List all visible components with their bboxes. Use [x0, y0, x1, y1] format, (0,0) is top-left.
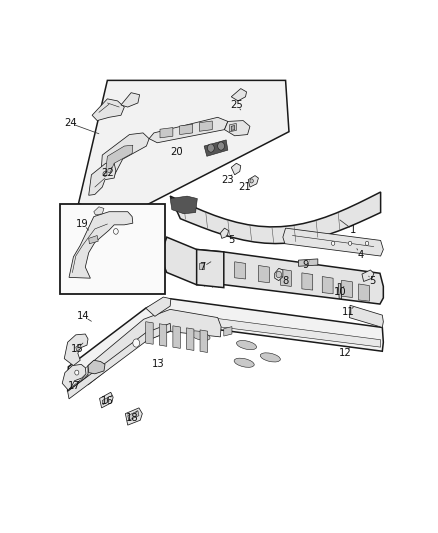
Polygon shape — [78, 80, 289, 220]
Polygon shape — [224, 327, 232, 336]
Ellipse shape — [190, 331, 210, 341]
Polygon shape — [88, 360, 105, 374]
Polygon shape — [230, 124, 237, 132]
Text: 15: 15 — [71, 344, 83, 354]
Polygon shape — [322, 277, 333, 294]
Polygon shape — [235, 262, 246, 279]
Text: 5: 5 — [369, 277, 375, 286]
Text: 17: 17 — [68, 381, 81, 391]
Circle shape — [113, 229, 118, 235]
Polygon shape — [62, 365, 86, 390]
Polygon shape — [350, 305, 383, 327]
Polygon shape — [197, 249, 224, 288]
Polygon shape — [146, 322, 153, 344]
Polygon shape — [88, 309, 221, 385]
Ellipse shape — [234, 358, 254, 367]
Text: 9: 9 — [303, 260, 309, 270]
Polygon shape — [94, 207, 104, 215]
Polygon shape — [106, 145, 133, 173]
Circle shape — [365, 241, 369, 245]
Polygon shape — [101, 133, 149, 180]
Circle shape — [208, 144, 214, 152]
Polygon shape — [338, 284, 342, 298]
Circle shape — [250, 179, 253, 183]
Polygon shape — [149, 117, 228, 143]
Text: 5: 5 — [228, 236, 234, 245]
Text: 20: 20 — [171, 147, 183, 157]
Ellipse shape — [260, 353, 280, 362]
Text: 12: 12 — [339, 348, 351, 358]
Polygon shape — [231, 126, 235, 131]
Text: 18: 18 — [126, 413, 138, 423]
Polygon shape — [64, 334, 88, 366]
Circle shape — [103, 172, 107, 176]
Text: 23: 23 — [222, 175, 234, 185]
FancyBboxPatch shape — [60, 204, 165, 294]
Text: 16: 16 — [101, 397, 114, 406]
Polygon shape — [200, 330, 208, 352]
Text: 24: 24 — [64, 118, 77, 128]
Polygon shape — [160, 237, 383, 304]
Text: 14: 14 — [77, 311, 90, 321]
Polygon shape — [275, 268, 283, 281]
Text: 19: 19 — [76, 219, 89, 229]
Text: 21: 21 — [238, 182, 251, 192]
Polygon shape — [170, 192, 381, 244]
Polygon shape — [204, 140, 228, 156]
Text: 25: 25 — [230, 100, 243, 110]
Polygon shape — [88, 163, 116, 195]
Polygon shape — [280, 269, 291, 286]
Text: 11: 11 — [342, 307, 355, 317]
Text: 22: 22 — [101, 168, 114, 177]
Polygon shape — [231, 88, 247, 101]
Circle shape — [332, 241, 335, 245]
Polygon shape — [99, 392, 113, 408]
Polygon shape — [359, 284, 369, 301]
Polygon shape — [302, 273, 313, 290]
Circle shape — [348, 241, 352, 245]
Polygon shape — [258, 265, 269, 282]
Polygon shape — [224, 120, 250, 136]
Polygon shape — [67, 324, 171, 399]
Polygon shape — [180, 124, 193, 134]
Polygon shape — [170, 196, 197, 214]
Polygon shape — [102, 397, 109, 405]
Polygon shape — [121, 93, 140, 107]
Polygon shape — [69, 312, 381, 389]
Circle shape — [218, 142, 225, 150]
Polygon shape — [362, 270, 374, 281]
Text: 13: 13 — [152, 359, 165, 368]
Circle shape — [133, 339, 140, 347]
Circle shape — [276, 271, 282, 278]
Polygon shape — [199, 263, 204, 269]
Text: 1: 1 — [350, 225, 357, 235]
Polygon shape — [88, 236, 98, 244]
Polygon shape — [159, 324, 167, 346]
Polygon shape — [160, 127, 173, 138]
Text: 7: 7 — [199, 262, 205, 272]
Polygon shape — [298, 259, 318, 266]
Polygon shape — [199, 121, 212, 131]
Polygon shape — [173, 326, 180, 349]
Polygon shape — [92, 99, 124, 120]
Polygon shape — [187, 328, 194, 350]
Text: 4: 4 — [357, 250, 364, 260]
Polygon shape — [67, 298, 383, 391]
Text: 8: 8 — [283, 277, 289, 286]
Circle shape — [75, 370, 79, 375]
Polygon shape — [231, 163, 241, 175]
Ellipse shape — [237, 341, 257, 350]
Polygon shape — [146, 297, 171, 317]
Polygon shape — [69, 212, 133, 278]
Polygon shape — [125, 408, 142, 425]
Polygon shape — [248, 175, 258, 187]
Polygon shape — [128, 411, 139, 420]
Polygon shape — [342, 280, 353, 297]
Text: 10: 10 — [334, 287, 346, 297]
Polygon shape — [283, 228, 383, 256]
Polygon shape — [76, 344, 81, 351]
Polygon shape — [220, 228, 229, 238]
